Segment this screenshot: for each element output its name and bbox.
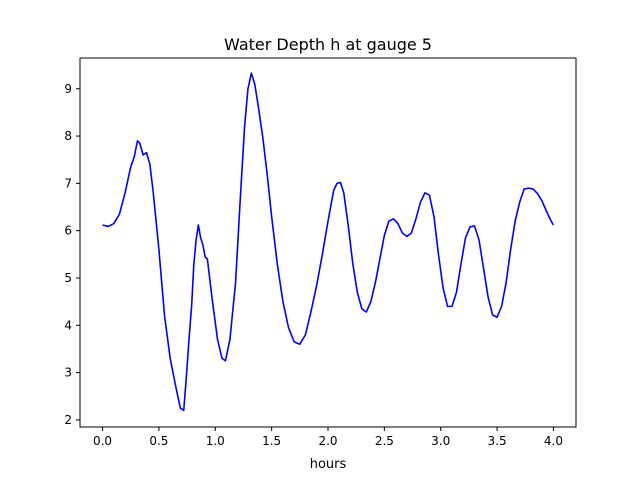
x-tick-label: 4.0 xyxy=(544,434,563,448)
x-axis-label: hours xyxy=(310,457,347,472)
x-tick-label: 0.5 xyxy=(149,434,168,448)
y-tick-label: 3 xyxy=(64,366,72,380)
axis-ticks: 0.0 0.5 1.0 1.5 2.0 2.5 3.0 3.5 4.0 2 3 4 5 6 7 8 9 xyxy=(64,82,563,448)
x-tick-label: 3.5 xyxy=(488,434,507,448)
y-tick-label: 6 xyxy=(64,224,72,238)
y-tick-label: 4 xyxy=(64,318,72,332)
y-tick-label: 2 xyxy=(64,413,72,427)
chart-title: Water Depth h at gauge 5 xyxy=(224,35,432,54)
plot-frame xyxy=(79,57,577,428)
y-tick-label: 9 xyxy=(64,82,72,96)
series-line xyxy=(102,72,555,412)
x-tick-label: 2.5 xyxy=(375,434,394,448)
x-tick-label: 1.0 xyxy=(206,434,225,448)
x-tick-label: 1.5 xyxy=(262,434,281,448)
x-tick-label: 2.0 xyxy=(318,434,337,448)
y-tick-label: 5 xyxy=(64,271,72,285)
x-tick-label: 0.0 xyxy=(93,434,112,448)
y-tick-label: 7 xyxy=(64,176,72,190)
x-tick-label: 3.0 xyxy=(431,434,450,448)
y-tick-label: 8 xyxy=(64,129,72,143)
